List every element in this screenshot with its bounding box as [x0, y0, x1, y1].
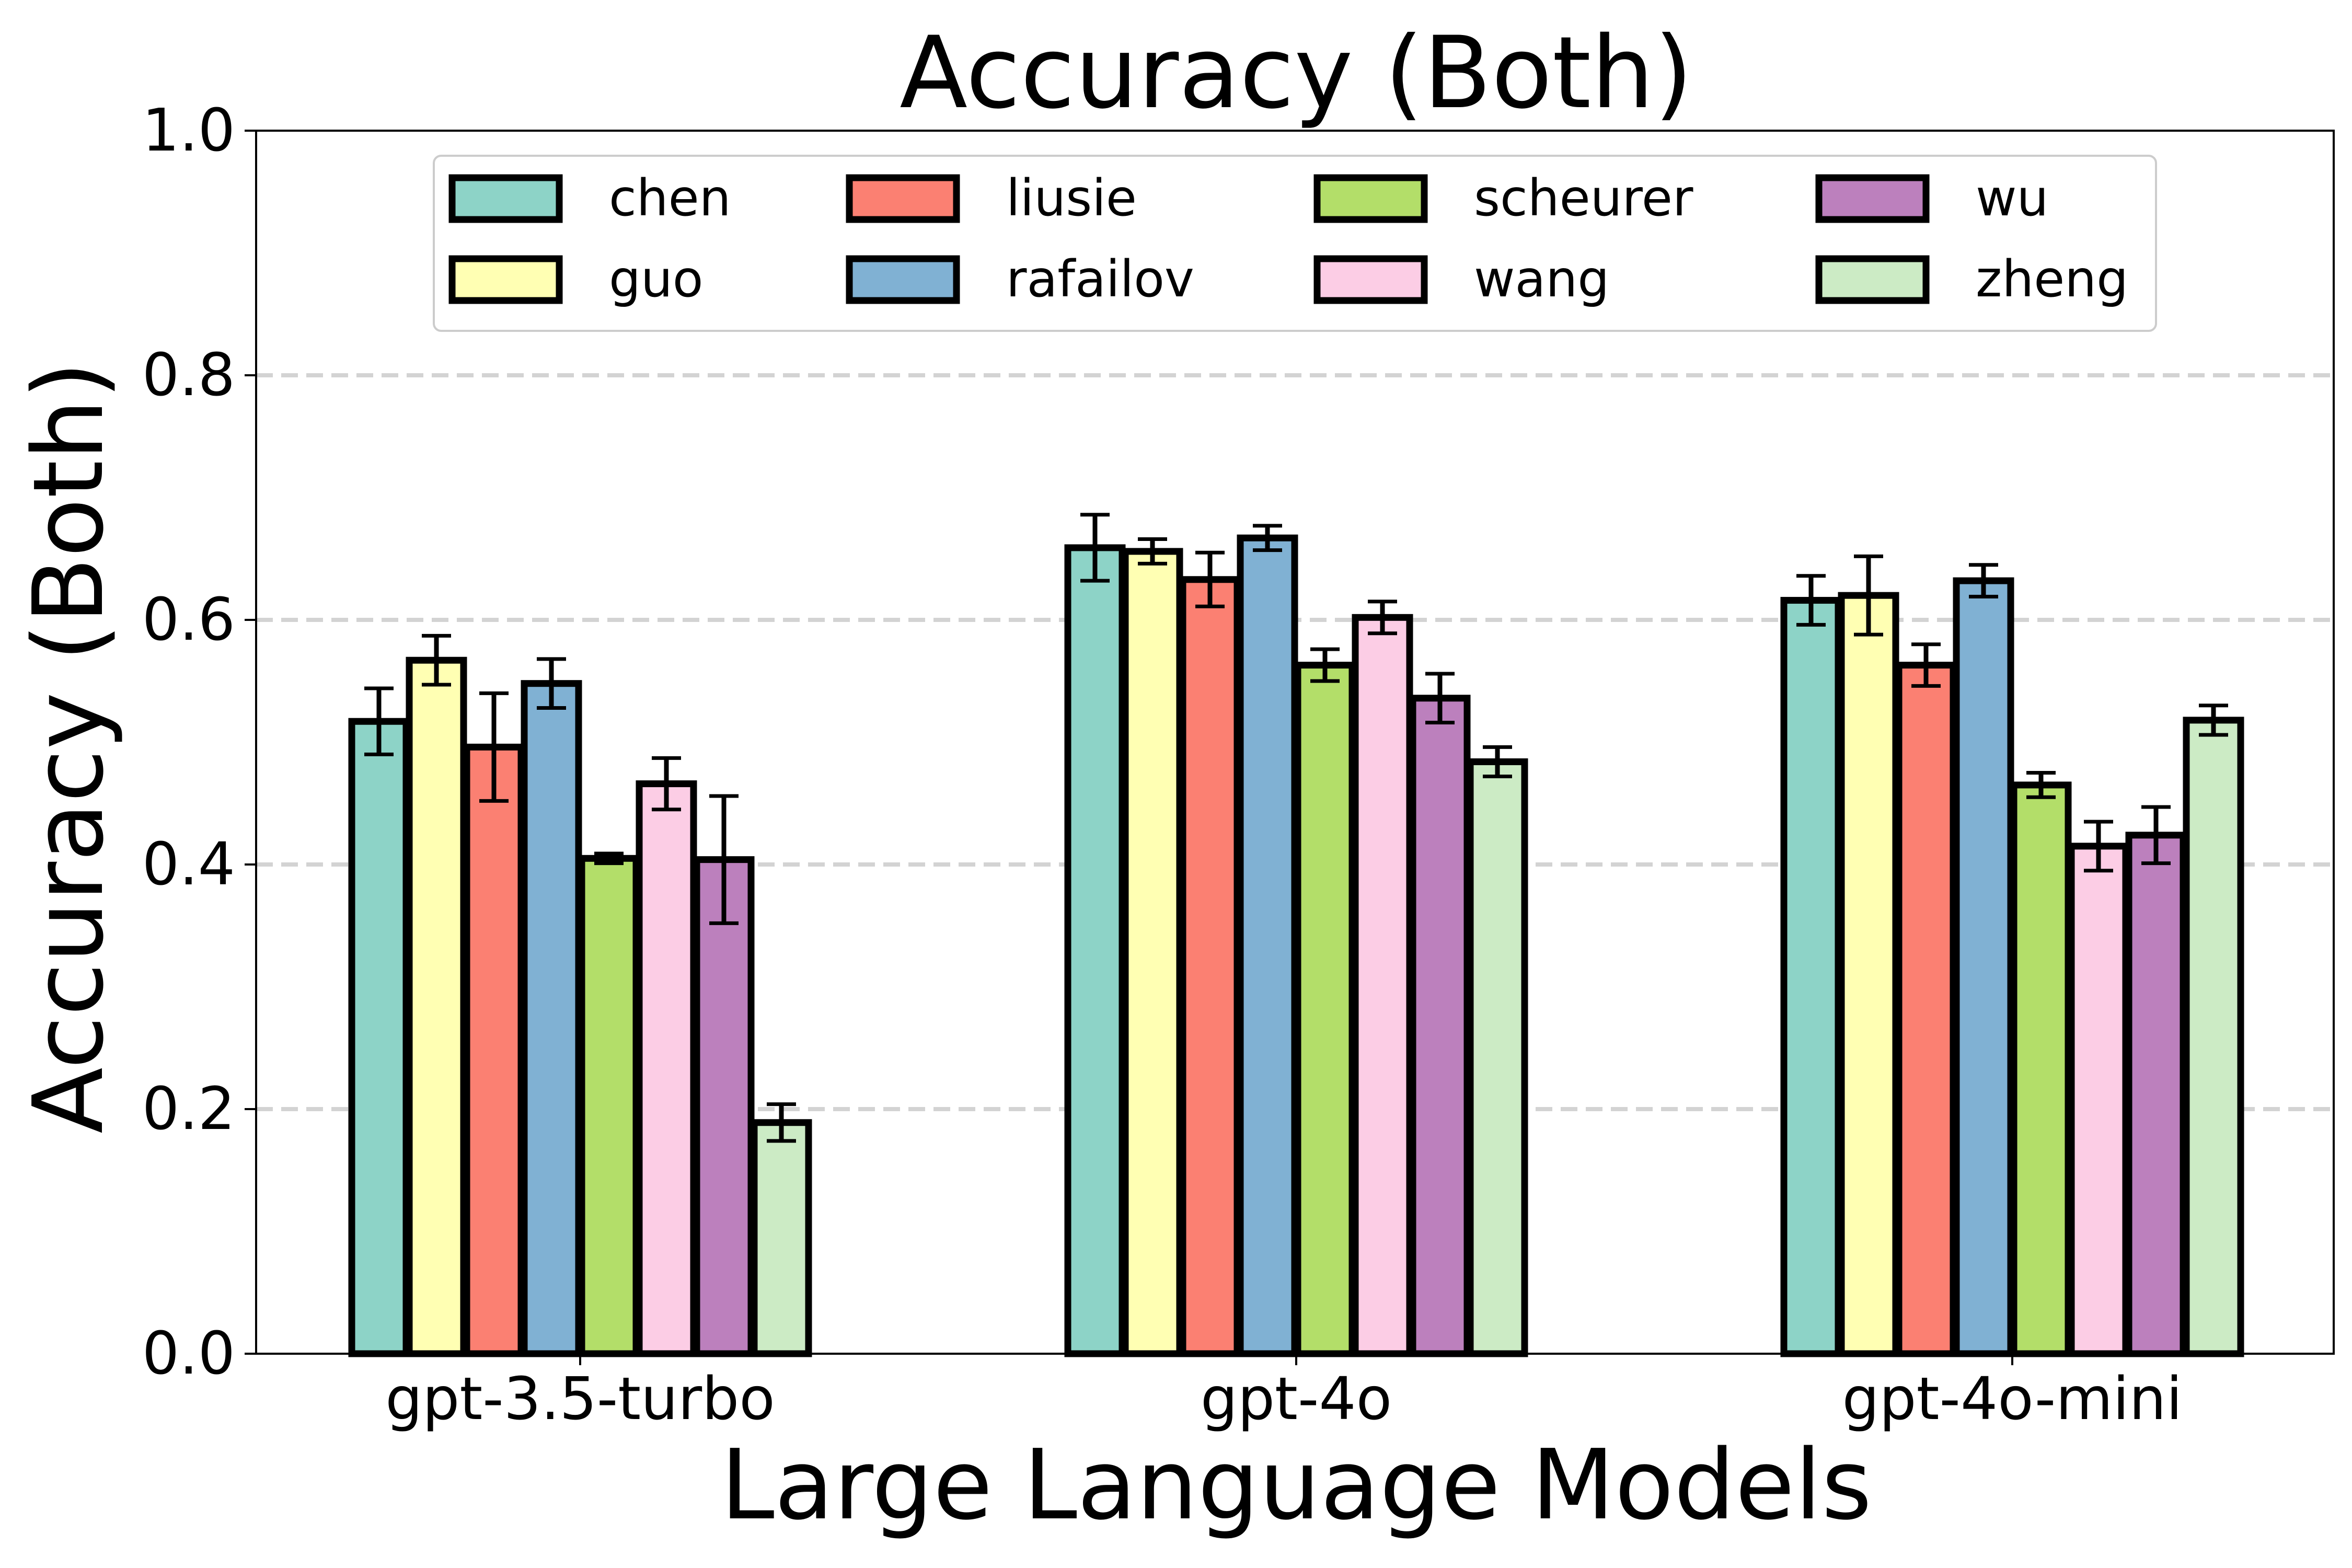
bar-liusie [1179, 576, 1241, 1357]
y-tick-label: 0.8 [142, 341, 235, 409]
bar-guo [1122, 548, 1183, 1357]
legend-label-wang: wang [1474, 250, 1609, 308]
bar-scheurer [2010, 781, 2072, 1357]
y-axis-label: Accuracy (Both) [12, 361, 125, 1134]
legend-swatch-scheurer [1313, 174, 1428, 223]
legend-swatch-guo [448, 255, 563, 304]
bar-wang [1352, 614, 1413, 1357]
bar-wu [1409, 695, 1471, 1357]
legend-swatch-wang [1313, 255, 1428, 304]
bar-wang [636, 780, 697, 1357]
legend-swatch-liusie [846, 174, 960, 223]
legend-swatch-wu [1815, 174, 1930, 223]
bar-scheurer [578, 855, 640, 1357]
error-bars [364, 513, 2228, 1143]
x-axis-label: Large Language Models [721, 1428, 1872, 1541]
x-tick-label: gpt-3.5-turbo [385, 1365, 775, 1433]
y-tick-label: 0.4 [142, 831, 235, 898]
legend-label-chen: chen [609, 169, 731, 227]
legend-label-scheurer: scheurer [1474, 169, 1693, 227]
legend-label-liusie: liusie [1006, 169, 1137, 227]
bar-wang [2068, 843, 2129, 1357]
bar-rafailov [1953, 577, 2014, 1357]
legend-label-guo: guo [609, 250, 704, 308]
x-tick-label: gpt-4o [1201, 1365, 1392, 1433]
y-axis: 0.0 0.2 0.4 0.6 0.8 1.0 [142, 97, 256, 1388]
legend: chen guo liusie rafailov scheurer wang wu zheng [433, 155, 2157, 332]
bar-guo [406, 656, 467, 1357]
bar-chen [348, 718, 410, 1357]
legend-swatch-zheng [1815, 255, 1930, 304]
y-tick-label: 1.0 [142, 97, 235, 165]
legend-label-rafailov: rafailov [1006, 250, 1194, 308]
y-tick-label: 0.6 [142, 586, 235, 654]
bar-liusie [1895, 662, 1957, 1357]
bar-zheng [751, 1119, 812, 1357]
legend-label-zheng: zheng [1976, 250, 2128, 308]
bar-chen [1780, 597, 1842, 1357]
y-tick-label: 0.2 [142, 1075, 235, 1143]
bar-zheng [1467, 758, 1528, 1357]
bar-zheng [2183, 717, 2244, 1357]
bar-rafailov [1237, 534, 1298, 1357]
bar-wu [693, 856, 755, 1357]
legend-swatch-chen [448, 174, 563, 223]
legend-swatch-rafailov [846, 255, 960, 304]
bar-scheurer [1294, 662, 1356, 1357]
x-tick-label: gpt-4o-mini [1842, 1365, 2182, 1433]
chart-title: Accuracy (Both) [900, 15, 1693, 131]
bar-guo [1838, 592, 1899, 1357]
bar-wu [2125, 832, 2187, 1357]
legend-label-wu: wu [1976, 169, 2048, 227]
bar-chen [1064, 544, 1126, 1357]
bar-rafailov [521, 680, 582, 1357]
plot-frame [255, 130, 2335, 1355]
y-tick-label: 0.0 [142, 1320, 235, 1388]
bar-liusie [463, 743, 525, 1357]
x-axis: gpt-3.5-turbo gpt-4o gpt-4o-mini [385, 1354, 2183, 1433]
